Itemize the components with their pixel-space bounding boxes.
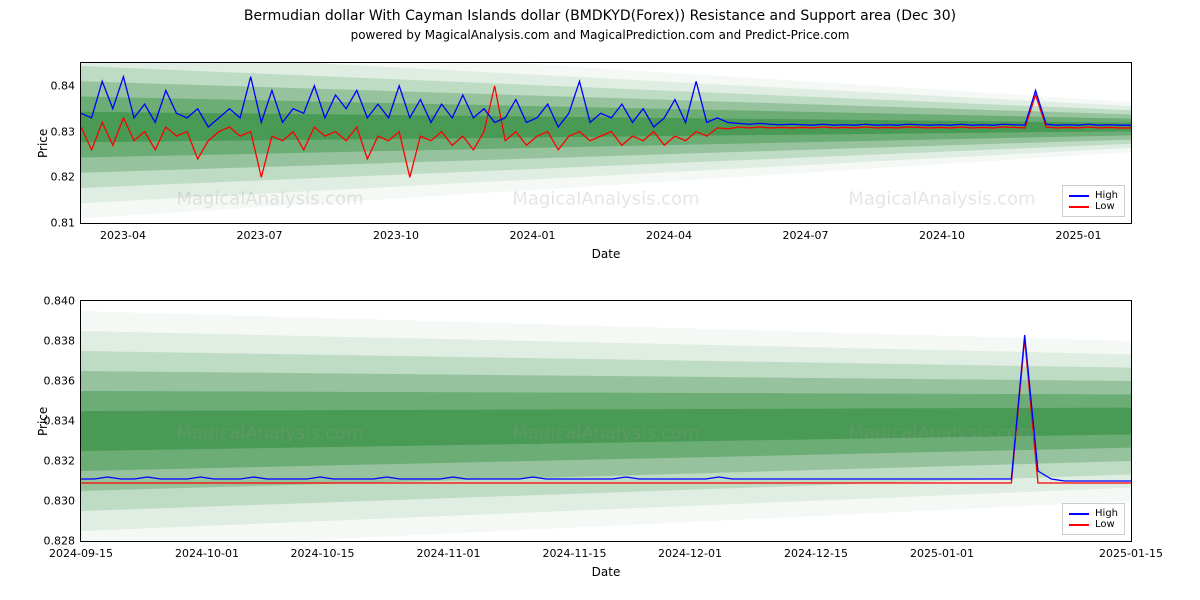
xtick: 2025-01: [1056, 223, 1102, 242]
xtick: 2024-09-15: [49, 541, 113, 560]
legend-swatch-high-b: [1069, 513, 1089, 515]
chart-svg-top: [81, 63, 1131, 223]
legend-label-high-b: High: [1095, 508, 1118, 519]
xlabel-bottom: Date: [81, 565, 1131, 579]
xtick: 2024-12-15: [784, 541, 848, 560]
chart-panel-top: Price Date High Low 0.810.820.830.842023…: [80, 62, 1132, 224]
ytick: 0.81: [51, 217, 82, 230]
legend-row-low-b: Low: [1069, 519, 1118, 530]
xtick: 2024-11-15: [543, 541, 607, 560]
legend-swatch-low: [1069, 206, 1089, 208]
legend-swatch-high: [1069, 195, 1089, 197]
ylabel-top: Price: [36, 129, 50, 158]
xtick: 2024-11-01: [417, 541, 481, 560]
legend-row-low: Low: [1069, 201, 1118, 212]
xtick: 2024-10: [919, 223, 965, 242]
ytick: 0.830: [44, 495, 82, 508]
page-title: Bermudian dollar With Cayman Islands dol…: [0, 0, 1200, 24]
ytick: 0.840: [44, 295, 82, 308]
chart-svg-bottom: [81, 301, 1131, 541]
ytick: 0.83: [51, 125, 82, 138]
legend-top: High Low: [1062, 185, 1125, 217]
page-subtitle: powered by MagicalAnalysis.com and Magic…: [0, 24, 1200, 42]
xtick: 2024-10-15: [291, 541, 355, 560]
xtick: 2023-07: [237, 223, 283, 242]
xlabel-top: Date: [81, 247, 1131, 261]
xtick: 2024-10-01: [175, 541, 239, 560]
legend-row-high: High: [1069, 190, 1118, 201]
ytick: 0.84: [51, 79, 82, 92]
xtick: 2024-01: [510, 223, 556, 242]
ytick: 0.838: [44, 335, 82, 348]
legend-swatch-low-b: [1069, 524, 1089, 526]
xtick: 2025-01-15: [1099, 541, 1163, 560]
legend-label-low-b: Low: [1095, 519, 1115, 530]
xtick: 2024-04: [646, 223, 692, 242]
xtick: 2024-07: [783, 223, 829, 242]
legend-bottom: High Low: [1062, 503, 1125, 535]
chart-panel-bottom: Price Date High Low 0.8280.8300.8320.834…: [80, 300, 1132, 542]
xtick: 2023-04: [100, 223, 146, 242]
legend-label-high: High: [1095, 190, 1118, 201]
xtick: 2024-12-01: [658, 541, 722, 560]
xtick: 2023-10: [373, 223, 419, 242]
legend-label-low: Low: [1095, 201, 1115, 212]
ytick: 0.834: [44, 415, 82, 428]
ytick: 0.832: [44, 455, 82, 468]
xtick: 2025-01-01: [910, 541, 974, 560]
ytick: 0.82: [51, 171, 82, 184]
ytick: 0.836: [44, 375, 82, 388]
legend-row-high-b: High: [1069, 508, 1118, 519]
